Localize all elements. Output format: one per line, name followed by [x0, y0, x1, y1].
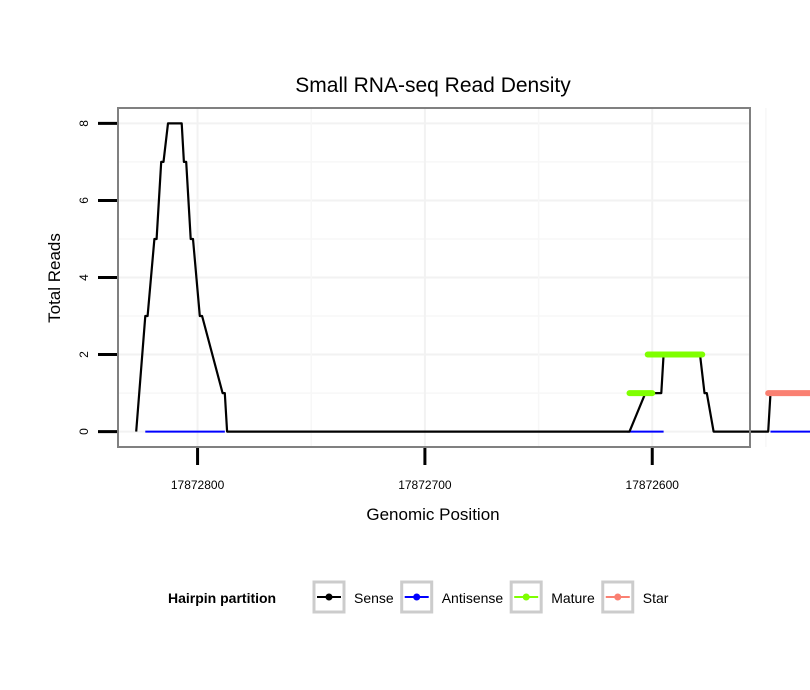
- legend-label: Star: [643, 590, 669, 606]
- y-tick-label: 4: [77, 274, 91, 281]
- x-axis-title: Genomic Position: [366, 505, 499, 524]
- x-tick-label: 17872800: [171, 478, 225, 492]
- legend-label: Mature: [551, 590, 595, 606]
- y-tick-label: 8: [77, 120, 91, 127]
- legend-label: Sense: [354, 590, 394, 606]
- legend-key-dot: [413, 593, 421, 601]
- legend-entry-mature: Mature: [509, 580, 595, 614]
- series-layer: [135, 122, 810, 433]
- grid: [118, 108, 767, 447]
- legend-key-dot: [522, 593, 530, 601]
- y-tick-label: 0: [77, 428, 91, 435]
- plot-frame: [117, 107, 751, 448]
- y-axis-title: Total Reads: [45, 233, 64, 323]
- legend-key-dot: [325, 593, 333, 601]
- legend-entry-antisense: Antisense: [400, 580, 504, 614]
- x-axis: 17872800178727001787260017872500: [171, 448, 680, 492]
- x-tick-label: 17872700: [398, 478, 452, 492]
- series-sense-line: [135, 122, 810, 433]
- legend-key-box: [312, 580, 346, 614]
- legend: Hairpin partition Sense Antisense Mature St…: [168, 580, 669, 614]
- y-tick-label: 6: [77, 197, 91, 204]
- legend-key-dot: [614, 593, 622, 601]
- legend-entry-star: Star: [601, 580, 669, 614]
- legend-label: Antisense: [442, 590, 504, 606]
- chart-title: Small RNA-seq Read Density: [295, 74, 571, 97]
- legend-entry-sense: Sense: [312, 580, 394, 614]
- y-tick-label: 2: [77, 351, 91, 358]
- legend-title: Hairpin partition: [168, 590, 276, 606]
- y-axis: 0 2 4 6 8: [77, 120, 117, 435]
- x-tick-label: 17872600: [626, 478, 680, 492]
